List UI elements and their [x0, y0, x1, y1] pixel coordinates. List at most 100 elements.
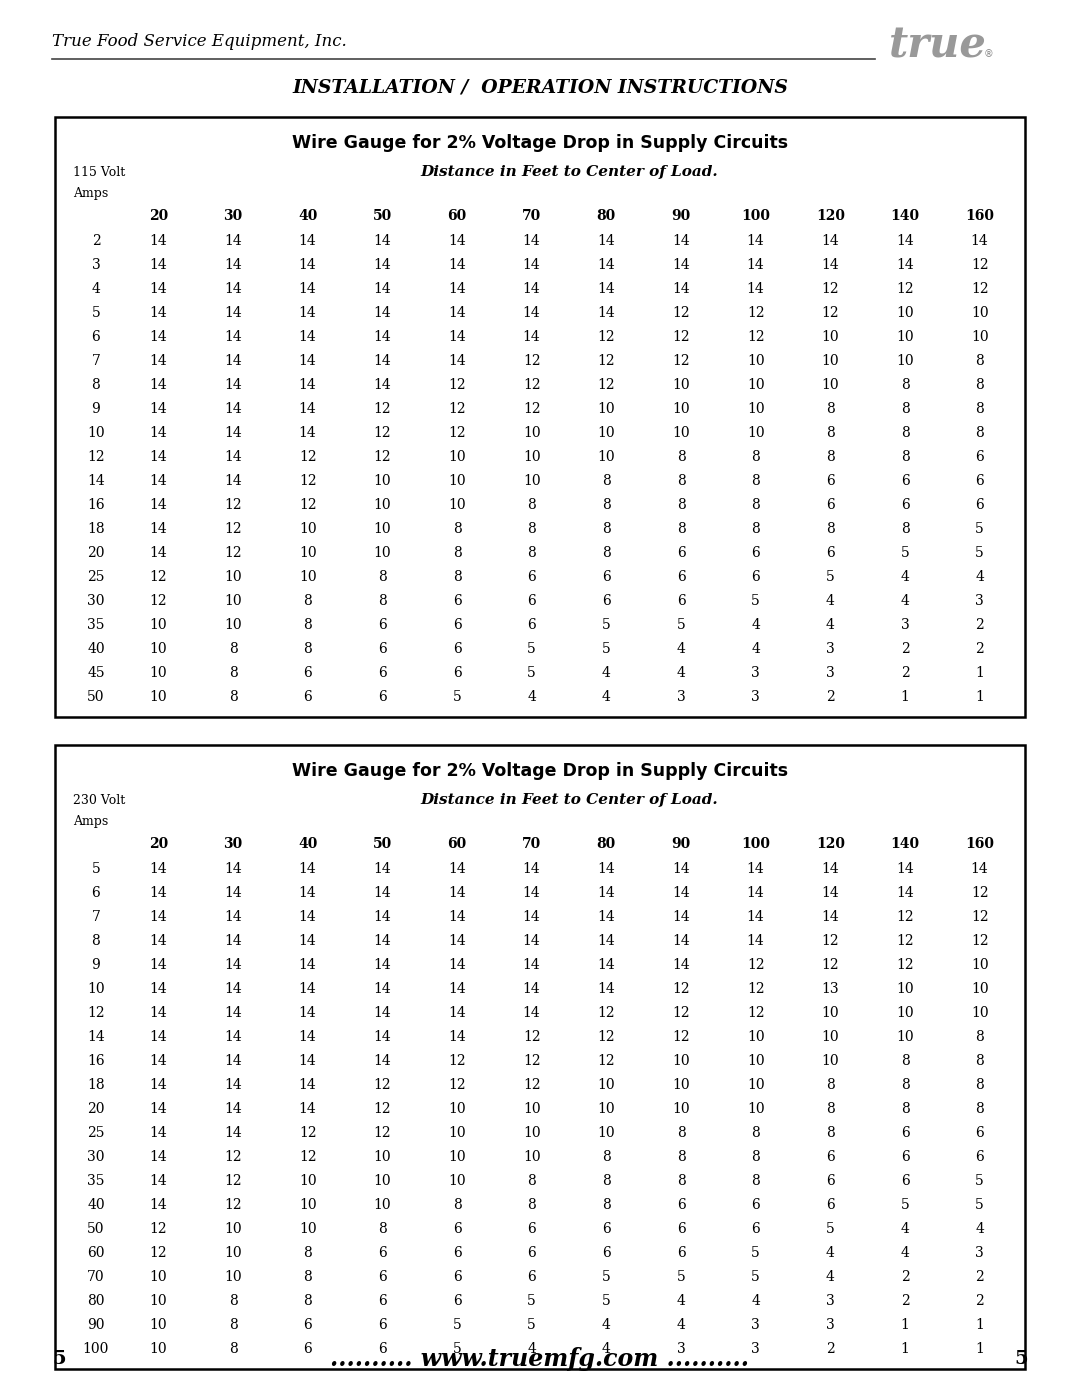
Text: 2: 2 — [901, 643, 909, 657]
Text: 10: 10 — [672, 402, 690, 416]
Text: 50: 50 — [87, 1222, 105, 1236]
Text: 6: 6 — [378, 643, 387, 657]
Text: 5: 5 — [975, 1173, 984, 1187]
Text: 100: 100 — [83, 1343, 109, 1356]
Text: 100: 100 — [741, 210, 770, 224]
Text: 14: 14 — [149, 982, 167, 996]
Text: 40: 40 — [298, 837, 318, 851]
Text: 8: 8 — [453, 570, 461, 584]
Text: 14: 14 — [149, 546, 167, 560]
Text: 10: 10 — [374, 1150, 391, 1164]
Text: 10: 10 — [523, 426, 540, 440]
Text: 2: 2 — [901, 1294, 909, 1308]
Text: 4: 4 — [975, 1222, 984, 1236]
Text: 14: 14 — [149, 1173, 167, 1187]
Text: 90: 90 — [672, 210, 690, 224]
Text: 14: 14 — [672, 909, 690, 923]
Text: 8: 8 — [453, 1199, 461, 1213]
Text: 5: 5 — [52, 1350, 66, 1368]
Text: 14: 14 — [299, 1078, 316, 1092]
Text: 8: 8 — [677, 497, 686, 511]
Text: 14: 14 — [448, 958, 465, 972]
Text: 5: 5 — [752, 594, 760, 608]
Text: 6: 6 — [901, 1150, 909, 1164]
Text: 10: 10 — [672, 1053, 690, 1067]
Text: 14: 14 — [448, 982, 465, 996]
Text: 12: 12 — [225, 1173, 242, 1187]
Text: 12: 12 — [448, 426, 465, 440]
Text: 2: 2 — [901, 1270, 909, 1284]
Text: 10: 10 — [971, 1006, 988, 1020]
Text: 5: 5 — [527, 643, 536, 657]
Text: 10: 10 — [225, 594, 242, 608]
Text: 8: 8 — [826, 426, 835, 440]
Text: Amps: Amps — [73, 187, 108, 200]
Text: 8: 8 — [901, 450, 909, 464]
Text: 6: 6 — [453, 643, 461, 657]
Text: 14: 14 — [149, 1199, 167, 1213]
Text: .......... www.truemfg.com ..........: .......... www.truemfg.com .......... — [330, 1347, 750, 1370]
Text: Wire Gauge for 2% Voltage Drop in Supply Circuits: Wire Gauge for 2% Voltage Drop in Supply… — [292, 761, 788, 780]
Text: 10: 10 — [523, 1102, 540, 1116]
Text: 14: 14 — [87, 474, 105, 488]
Text: 5: 5 — [453, 1317, 461, 1331]
Text: 8: 8 — [975, 353, 984, 367]
Text: 70: 70 — [87, 1270, 105, 1284]
Text: 50: 50 — [373, 837, 392, 851]
Text: 14: 14 — [448, 909, 465, 923]
Text: 10: 10 — [448, 497, 465, 511]
Text: 4: 4 — [975, 570, 984, 584]
Text: 10: 10 — [448, 1150, 465, 1164]
Text: 1: 1 — [901, 690, 909, 704]
Text: 8: 8 — [677, 1150, 686, 1164]
Text: 12: 12 — [747, 982, 765, 996]
Text: 14: 14 — [149, 282, 167, 296]
Text: 5: 5 — [453, 690, 461, 704]
Text: 12: 12 — [299, 474, 316, 488]
Text: 14: 14 — [374, 330, 391, 344]
Text: 80: 80 — [597, 837, 616, 851]
Text: 4: 4 — [92, 282, 100, 296]
Text: 6: 6 — [826, 497, 835, 511]
Text: 16: 16 — [87, 497, 105, 511]
Text: 4: 4 — [676, 1317, 686, 1331]
Text: 6: 6 — [975, 497, 984, 511]
Text: 14: 14 — [374, 862, 391, 876]
Text: 30: 30 — [87, 594, 105, 608]
Text: 12: 12 — [672, 353, 690, 367]
Text: 10: 10 — [149, 1343, 167, 1356]
Text: 6: 6 — [453, 594, 461, 608]
Text: 35: 35 — [87, 1173, 105, 1187]
Text: 80: 80 — [87, 1294, 105, 1308]
Text: 10: 10 — [747, 402, 765, 416]
Text: 5: 5 — [901, 546, 909, 560]
Text: 8: 8 — [602, 1173, 610, 1187]
Text: 2: 2 — [975, 643, 984, 657]
Text: 4: 4 — [901, 570, 909, 584]
Text: 12: 12 — [971, 258, 988, 272]
Text: 70: 70 — [522, 837, 541, 851]
Text: 8: 8 — [92, 379, 100, 393]
Text: 8: 8 — [975, 426, 984, 440]
Text: 2: 2 — [826, 690, 835, 704]
Text: 10: 10 — [747, 1030, 765, 1044]
Text: 5: 5 — [527, 666, 536, 680]
Text: 14: 14 — [225, 426, 242, 440]
Text: 6: 6 — [453, 666, 461, 680]
Text: 6: 6 — [975, 1126, 984, 1140]
Text: 14: 14 — [299, 258, 316, 272]
Text: 12: 12 — [523, 353, 540, 367]
Text: 5: 5 — [92, 306, 100, 320]
Text: 14: 14 — [523, 958, 541, 972]
Text: 12: 12 — [374, 1102, 391, 1116]
Text: 14: 14 — [225, 958, 242, 972]
Text: 8: 8 — [303, 1246, 312, 1260]
Text: 14: 14 — [225, 1030, 242, 1044]
Text: 14: 14 — [87, 1030, 105, 1044]
Text: 50: 50 — [373, 210, 392, 224]
Text: 10: 10 — [299, 1173, 316, 1187]
Text: 2: 2 — [975, 1294, 984, 1308]
Text: 10: 10 — [672, 1102, 690, 1116]
Text: 14: 14 — [597, 258, 616, 272]
Text: 14: 14 — [746, 935, 765, 949]
